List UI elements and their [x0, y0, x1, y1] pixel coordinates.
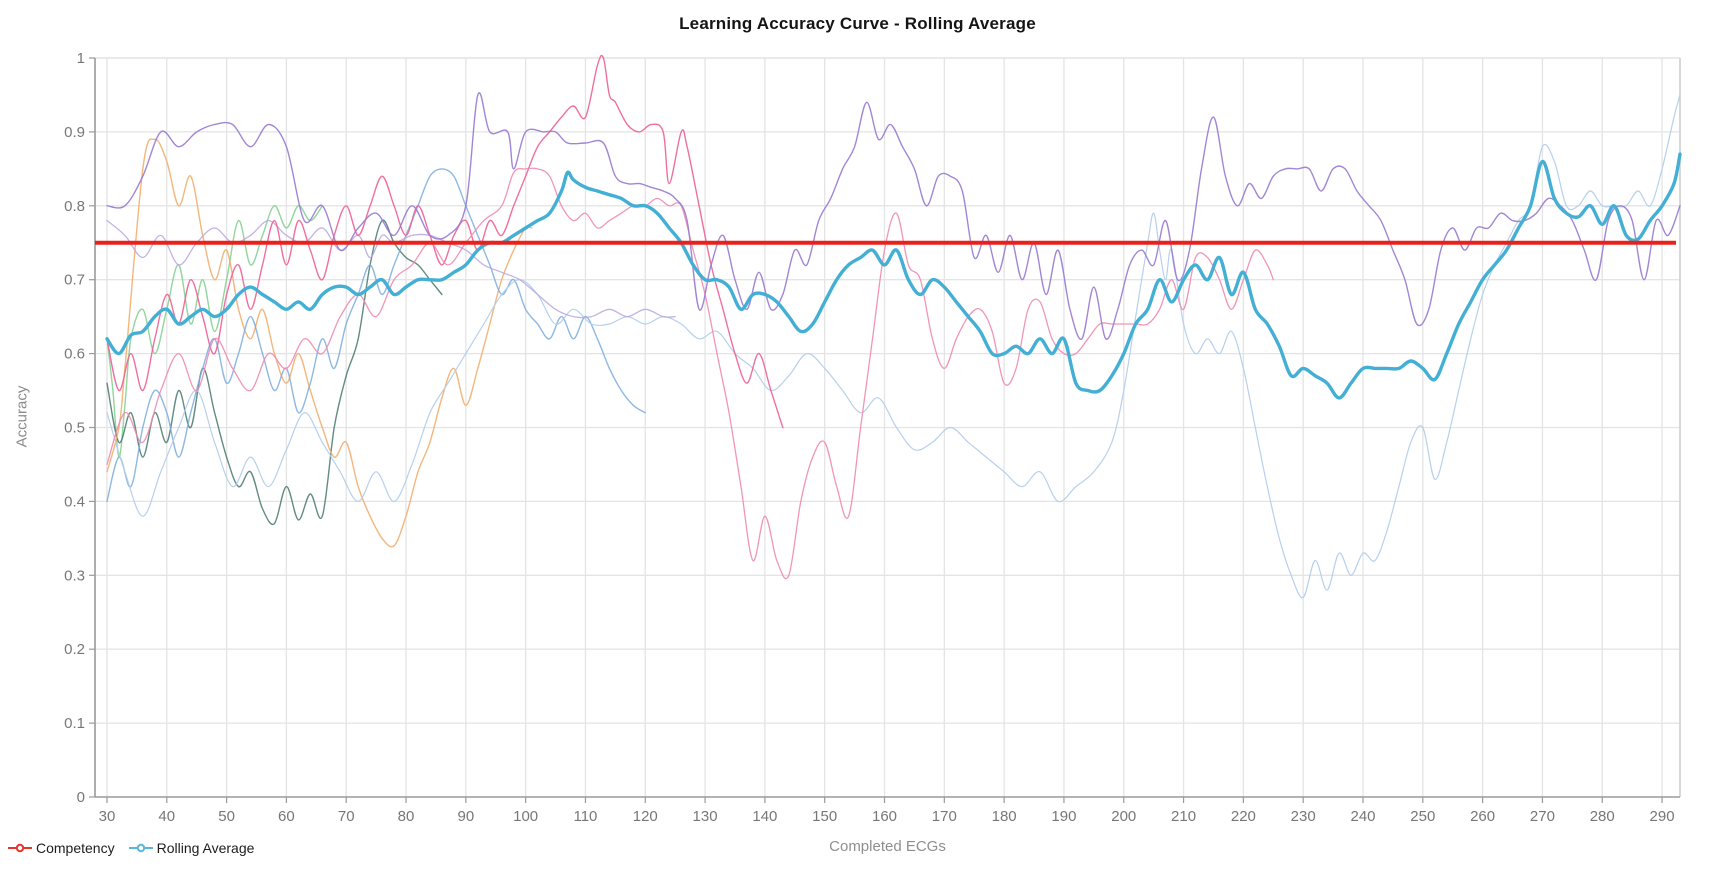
- y-tick-label: 0.5: [64, 420, 85, 437]
- x-tick-label: 60: [278, 808, 295, 825]
- x-tick-label: 70: [338, 808, 355, 825]
- x-tick-label: 280: [1590, 808, 1615, 825]
- x-tick-label: 160: [872, 808, 897, 825]
- series-line-session-6: [106, 219, 676, 319]
- y-tick-label: 0.6: [64, 346, 85, 363]
- x-tick-label: 270: [1530, 808, 1555, 825]
- chart-title: Learning Accuracy Curve - Rolling Averag…: [679, 14, 1036, 33]
- x-tick-label: 140: [752, 808, 777, 825]
- legend-item-competency[interactable]: Competency: [8, 840, 115, 856]
- x-tick-label: 190: [1051, 808, 1076, 825]
- x-tick-label: 250: [1410, 808, 1435, 825]
- y-tick-label: 0: [77, 789, 85, 806]
- legend-label: Competency: [36, 840, 115, 856]
- series-line-session-5: [106, 94, 1681, 599]
- x-tick-label: 150: [812, 808, 837, 825]
- y-tick-label: 0.1: [64, 715, 85, 732]
- y-tick-label: 0.8: [64, 198, 85, 215]
- x-tick-label: 290: [1650, 808, 1675, 825]
- series-line-session-1: [106, 205, 323, 458]
- x-tick-label: 50: [218, 808, 235, 825]
- x-tick-label: 30: [99, 808, 116, 825]
- x-tick-label: 90: [457, 808, 474, 825]
- x-tick-label: 170: [932, 808, 957, 825]
- x-tick-label: 100: [513, 808, 538, 825]
- y-axis-title: Accuracy: [13, 385, 31, 448]
- y-tick-label: 0.4: [64, 493, 85, 510]
- x-tick-label: 80: [398, 808, 415, 825]
- x-tick-label: 210: [1171, 808, 1196, 825]
- y-tick-label: 0.3: [64, 567, 85, 584]
- x-tick-label: 220: [1231, 808, 1256, 825]
- series-line-rolling-average: [105, 152, 1682, 400]
- x-tick-label: 230: [1291, 808, 1316, 825]
- x-tick-label: 110: [573, 808, 597, 825]
- series-line-session-4: [106, 168, 646, 503]
- x-tick-label: 240: [1350, 808, 1375, 825]
- y-tick-label: 0.9: [64, 124, 85, 141]
- series-line-session-3: [106, 138, 533, 548]
- x-tick-label: 200: [1111, 808, 1136, 825]
- x-tick-label: 120: [633, 808, 658, 825]
- legend-label: Rolling Average: [156, 840, 255, 856]
- x-tick-label: 40: [158, 808, 175, 825]
- x-tick-label: 260: [1470, 808, 1495, 825]
- series-line-session-8: [106, 167, 1274, 580]
- y-tick-label: 0.2: [64, 641, 85, 658]
- x-tick-label: 130: [693, 808, 718, 825]
- y-tick-label: 0.7: [64, 272, 85, 289]
- x-tick-label: 180: [992, 808, 1017, 825]
- series-line-session-2: [106, 219, 443, 526]
- legend: Competency Rolling Average: [8, 840, 254, 856]
- series-line-session-9: [106, 92, 1681, 340]
- competency-legend-marker: [8, 843, 32, 853]
- x-axis-title: Completed ECGs: [829, 838, 946, 855]
- rolling-average-legend-marker: [128, 843, 153, 853]
- legend-item-rolling-average[interactable]: Rolling Average: [128, 840, 255, 856]
- y-tick-label: 1: [77, 50, 85, 67]
